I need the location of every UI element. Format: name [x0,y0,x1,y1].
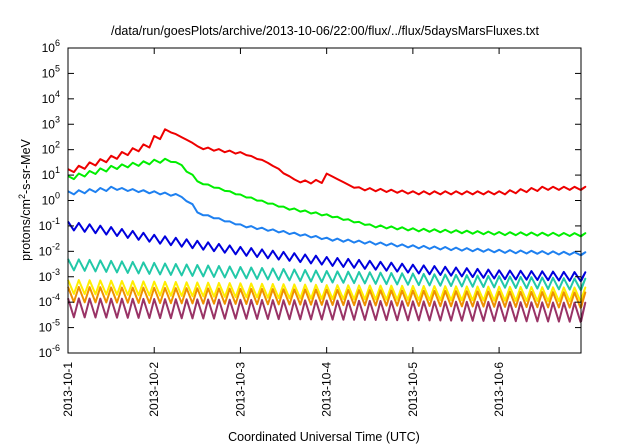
y-tick-label: 10-4 [39,292,60,309]
x-tick-label: 2013-10-6 [492,362,506,417]
x-tick-label: 2013-10-2 [147,362,161,417]
series-line-5 [67,258,587,291]
y-tick-label: 10-3 [39,267,60,284]
x-tick-label: 2013-10-5 [406,362,420,417]
y-tick-label: 100 [42,191,60,208]
y-tick-label: 10-1 [39,216,60,233]
series-line-3 [67,185,587,257]
y-tick-label: 10-2 [39,241,60,258]
x-tick-label: 2013-10-4 [320,362,334,417]
y-axis-label-suffix: -s-sr-MeV [19,138,33,194]
series-layer [67,128,587,323]
x-axis-label: Coordinated Universal Time (UTC) [228,430,420,444]
y-tick-label: 101 [42,165,60,182]
y-tick-label: 105 [42,63,60,80]
y-tick-label: 106 [42,38,60,55]
y-tick-label: 10-6 [39,343,60,360]
y-axis-label: protons/cm2-s-sr-MeV [17,138,33,260]
y-tick-label: 104 [42,89,60,106]
series-line-6 [67,279,587,303]
series-line-8 [67,297,587,323]
x-tick-label: 2013-10-3 [233,362,247,417]
chart-title: /data/run/goesPlots/archive/2013-10-06/2… [111,24,540,38]
series-line-1 [67,128,587,196]
series-line-7 [67,286,587,309]
series-line-2 [67,157,587,238]
y-axis-label-sup: 2 [17,194,27,199]
y-tick-label: 102 [42,140,60,157]
y-tick-label: 103 [42,114,60,131]
series-line-4 [67,220,587,282]
x-tick-label: 2013-10-1 [61,362,75,417]
y-axis-label-prefix: protons/cm [19,199,33,261]
ticks-layer: 10-6 10-5 10-4 10-3 10-2 10-1 100 101 102 103 104 1… [39,38,581,417]
y-tick-label: 10-5 [39,318,60,335]
